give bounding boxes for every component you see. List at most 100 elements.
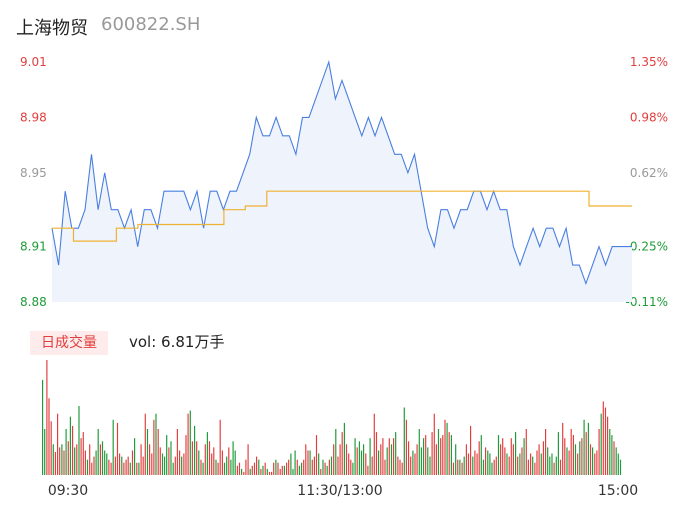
volume-bar (234, 450, 236, 475)
volume-bar (72, 425, 74, 475)
volume-bar (232, 441, 234, 475)
volume-bar (375, 432, 378, 475)
x-tick-label: 15:00 (598, 483, 638, 499)
volume-bar (215, 459, 217, 475)
price-line (51, 59, 632, 286)
volume-bar (395, 432, 397, 475)
volume-bar (540, 453, 542, 475)
volume-bar (101, 441, 104, 475)
volume-bar (532, 456, 534, 475)
volume-bar (164, 456, 166, 475)
volume-bar (65, 429, 67, 475)
volume-bar (296, 459, 298, 475)
volume-bar (42, 379, 44, 475)
volume-bar (602, 401, 604, 475)
volume-bar (123, 462, 125, 475)
volume-tab[interactable]: 日成交量 (30, 331, 108, 355)
volume-bar (80, 438, 82, 475)
volume-bar (183, 453, 185, 475)
volume-bar (298, 465, 300, 475)
volume-bar (155, 413, 157, 475)
volume-bar (478, 441, 480, 475)
volume-bar (480, 435, 482, 475)
volume-bar (587, 422, 589, 475)
volume-bar (545, 429, 547, 475)
volume-bar (337, 456, 339, 475)
volume-bar (559, 459, 562, 475)
volume-bar (48, 398, 50, 475)
volume-bar (416, 444, 418, 475)
volume-bar (607, 416, 609, 475)
volume-readout: vol: 6.81万手 (129, 333, 225, 351)
volume-bar (463, 456, 465, 475)
volume-bar (110, 462, 112, 475)
volume-bar (142, 456, 144, 475)
volume-bar (380, 444, 382, 475)
volume-bar (487, 450, 489, 475)
volume-bar (510, 438, 512, 475)
volume-bar (482, 459, 485, 475)
x-tick-label: 11:30/13:00 (297, 483, 382, 499)
volume-bar (63, 450, 65, 475)
volume-bar (131, 450, 134, 475)
volume-bar (470, 425, 472, 475)
volume-bar (538, 444, 540, 475)
volume-bar (615, 447, 617, 475)
volume-bar (330, 456, 333, 475)
volume-bar (59, 447, 61, 475)
volume-bar (547, 447, 549, 475)
volume-bar (149, 444, 151, 475)
volume-bar (57, 413, 59, 475)
volume-bar (427, 447, 429, 475)
volume-bar (579, 441, 581, 475)
volume-bar (91, 462, 93, 475)
volume-bar (493, 459, 495, 475)
volume-bar (46, 360, 48, 475)
volume-bar (341, 432, 343, 475)
volume-bar (405, 419, 407, 475)
stock-code: 600822.SH (101, 14, 201, 35)
volume-bar (410, 456, 412, 475)
volume-bar (50, 421, 52, 475)
volume-bar (566, 447, 568, 475)
volume-bar (328, 459, 330, 475)
volume-bar (121, 456, 123, 475)
volume-bar (303, 459, 305, 475)
volume-bar (435, 444, 437, 475)
volume-bar (553, 462, 555, 475)
volume-bar (283, 465, 285, 475)
volume-bar (598, 429, 600, 475)
volume-bar (204, 444, 206, 475)
volume-bar (264, 462, 266, 475)
volume-bar (568, 450, 570, 475)
volume-bar (52, 444, 54, 475)
volume-bar (371, 456, 373, 475)
volume-bar (211, 453, 213, 475)
volume-bar (134, 438, 136, 475)
volume-bar (596, 450, 598, 475)
x-tick-label: 09:30 (48, 483, 88, 499)
volume-bar (519, 453, 521, 475)
volume-bar (512, 444, 514, 475)
volume-bar (174, 456, 176, 475)
volume-bar (106, 453, 108, 475)
volume-bar (521, 447, 523, 475)
volume-bar (189, 410, 191, 475)
y-right-tick-label: 0.98% (630, 110, 668, 124)
volume-bar (309, 450, 311, 475)
volume-bar (365, 453, 367, 475)
volume-bar (217, 462, 219, 475)
volume-bar (86, 459, 89, 475)
volume-bar (577, 453, 579, 475)
volume-bar (159, 447, 161, 475)
volume-bar (360, 450, 363, 475)
stock-name: 上海物贸 (16, 18, 88, 39)
volume-bar (288, 459, 290, 475)
volume-bar (238, 462, 241, 475)
volume-bar (318, 453, 320, 475)
volume-bar (281, 465, 283, 475)
volume-bar (414, 453, 416, 475)
volume-bar (452, 462, 455, 475)
volume-bar (502, 438, 504, 475)
volume-bar (491, 462, 493, 475)
